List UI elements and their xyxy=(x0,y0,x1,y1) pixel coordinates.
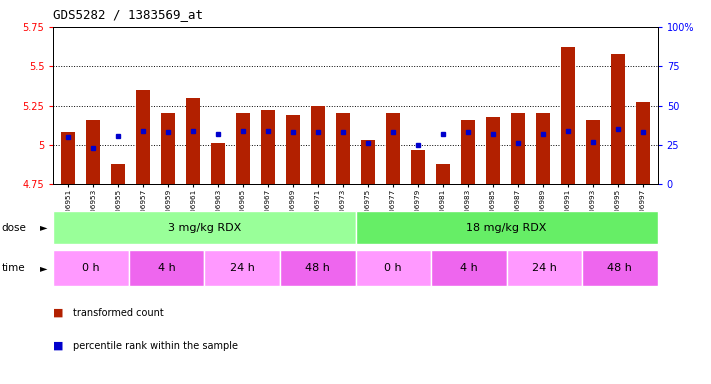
Bar xyxy=(336,114,350,184)
Bar xyxy=(582,250,658,286)
Bar xyxy=(636,103,650,184)
Bar xyxy=(356,211,658,244)
Bar xyxy=(205,250,280,286)
Text: 24 h: 24 h xyxy=(230,263,255,273)
Bar xyxy=(511,114,525,184)
Bar xyxy=(536,114,550,184)
Bar xyxy=(411,150,424,184)
Text: 4 h: 4 h xyxy=(158,263,176,273)
Text: ■: ■ xyxy=(53,341,64,351)
Bar xyxy=(137,90,150,184)
Bar xyxy=(436,164,450,184)
Bar xyxy=(53,211,356,244)
Bar xyxy=(287,115,300,184)
Bar xyxy=(211,143,225,184)
Text: 48 h: 48 h xyxy=(607,263,632,273)
Bar xyxy=(311,106,325,184)
Text: percentile rank within the sample: percentile rank within the sample xyxy=(73,341,238,351)
Bar xyxy=(261,110,275,184)
Bar xyxy=(506,250,582,286)
Text: ►: ► xyxy=(41,222,48,233)
Bar xyxy=(386,114,400,184)
Bar xyxy=(486,117,500,184)
Text: 0 h: 0 h xyxy=(82,263,100,273)
Bar xyxy=(561,47,574,184)
Text: 0 h: 0 h xyxy=(385,263,402,273)
Text: time: time xyxy=(1,263,25,273)
Bar xyxy=(361,140,375,184)
Text: 48 h: 48 h xyxy=(305,263,330,273)
Text: transformed count: transformed count xyxy=(73,308,164,318)
Bar xyxy=(112,164,125,184)
Text: GDS5282 / 1383569_at: GDS5282 / 1383569_at xyxy=(53,8,203,21)
Bar xyxy=(431,250,506,286)
Bar xyxy=(129,250,205,286)
Bar xyxy=(161,114,175,184)
Bar xyxy=(280,250,356,286)
Bar xyxy=(586,120,599,184)
Text: 24 h: 24 h xyxy=(532,263,557,273)
Bar xyxy=(186,98,200,184)
Text: ►: ► xyxy=(41,263,48,273)
Bar xyxy=(87,120,100,184)
Bar xyxy=(53,250,129,286)
Text: 3 mg/kg RDX: 3 mg/kg RDX xyxy=(168,222,241,233)
Bar xyxy=(461,120,475,184)
Text: 4 h: 4 h xyxy=(460,263,478,273)
Bar xyxy=(61,132,75,184)
Text: dose: dose xyxy=(1,222,26,233)
Text: ■: ■ xyxy=(53,308,64,318)
Text: 18 mg/kg RDX: 18 mg/kg RDX xyxy=(466,222,547,233)
Bar xyxy=(611,54,624,184)
Bar xyxy=(236,114,250,184)
Bar xyxy=(356,250,431,286)
